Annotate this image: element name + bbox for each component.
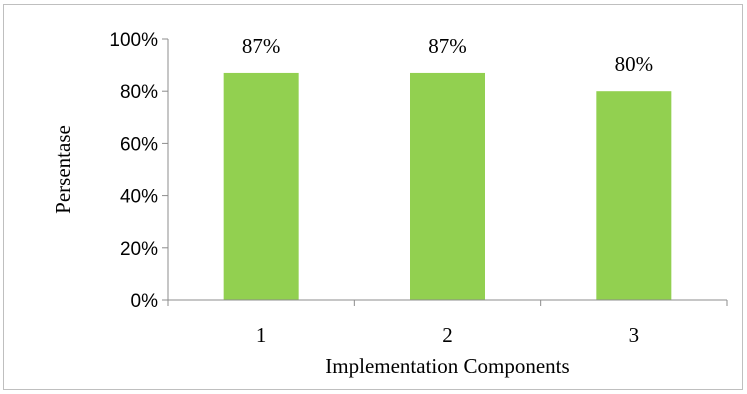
y-tick-label: 40% — [120, 187, 158, 208]
y-tick-label: 100% — [109, 30, 158, 51]
bar-data-label: 80% — [615, 52, 654, 76]
bar-data-label: 87% — [428, 34, 467, 58]
x-axis-title: Implementation Components — [325, 354, 569, 378]
y-tick-label: 20% — [120, 239, 158, 260]
x-tick-label: 2 — [442, 323, 453, 347]
data-labels: 87% 87% 80% — [242, 34, 653, 76]
y-tick-label: 60% — [120, 134, 158, 155]
x-tick-label: 1 — [256, 323, 267, 347]
x-tick-label: 3 — [629, 323, 640, 347]
bar-data-label: 87% — [242, 34, 281, 58]
y-axis-ticks: 0% 20% 40% 60% 80% 100% — [109, 30, 168, 312]
y-tick-label: 0% — [131, 291, 159, 312]
x-axis-ticks: 1 2 3 — [167, 300, 728, 347]
bar — [596, 91, 672, 300]
bar — [410, 72, 485, 301]
y-axis-title: Persentase — [51, 125, 75, 214]
chart-frame — [3, 4, 743, 390]
bars — [223, 72, 672, 301]
bar — [223, 72, 299, 301]
y-tick-label: 80% — [120, 82, 158, 103]
